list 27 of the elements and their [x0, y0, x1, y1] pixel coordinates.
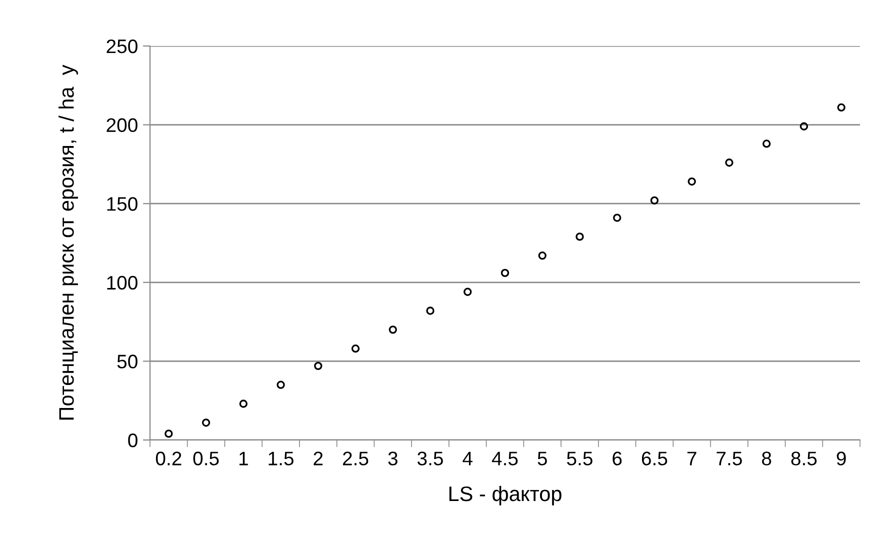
x-tick-label: 1.5	[268, 452, 294, 466]
x-tick-label: 5.5	[567, 452, 592, 466]
x-tick-label: 7.5	[716, 452, 742, 466]
x-tick-label: 2	[314, 452, 323, 466]
x-tick-label: 6	[612, 452, 622, 466]
x-axis-title: LS - фактор	[449, 486, 562, 506]
y-tick-label: 250	[106, 39, 138, 54]
x-tick-label: 3.5	[417, 452, 443, 466]
y-tick-label: 100	[107, 276, 138, 290]
y-tick-label: 200	[106, 118, 138, 132]
y-tick-label: 50	[117, 354, 138, 368]
x-tick-label: 5	[538, 452, 547, 466]
x-tick-label: 0.2	[156, 452, 182, 466]
x-tick-label: 4.5	[492, 452, 518, 466]
x-tick-label: 8.5	[791, 452, 817, 466]
x-tick-label: 4	[462, 452, 472, 466]
x-tick-label: 9	[836, 452, 846, 466]
y-tick-label: 0	[128, 433, 138, 448]
x-tick-label: 3	[388, 452, 398, 466]
x-tick-label: 8	[762, 452, 772, 466]
x-tick-label: 7	[687, 452, 696, 466]
x-tick-label: 0.5	[193, 452, 219, 466]
x-tick-label: 6.5	[642, 452, 668, 466]
x-tick-label: 2.5	[342, 452, 368, 466]
x-tick-label: 1	[239, 452, 248, 466]
y-tick-label: 150	[107, 197, 138, 211]
y-axis-title: Потенциален риск от ерозия, t / ha y	[58, 64, 78, 420]
